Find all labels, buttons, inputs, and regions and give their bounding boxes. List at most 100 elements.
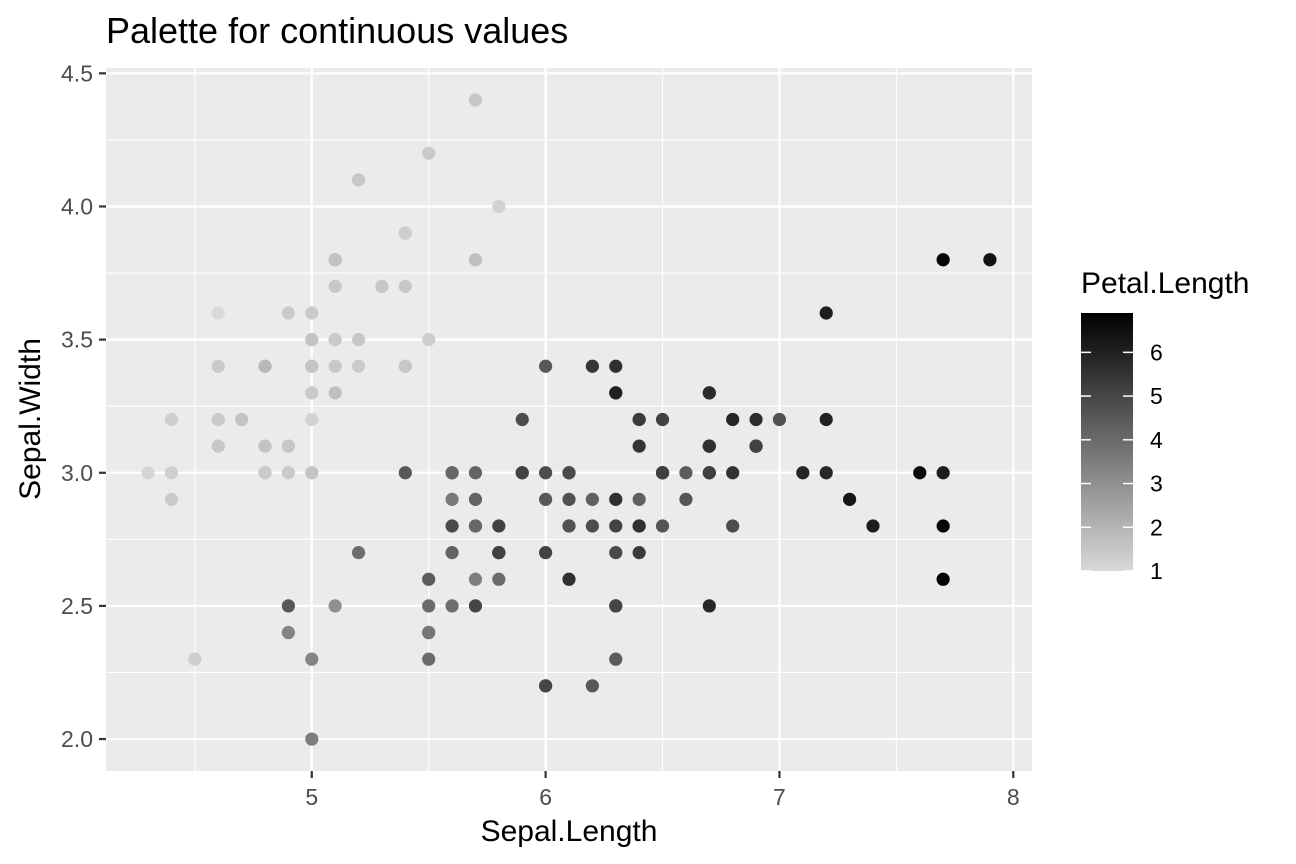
data-point: [515, 412, 529, 427]
data-point: [305, 359, 319, 373]
data-point: [211, 359, 225, 373]
data-point: [351, 546, 366, 560]
data-point: [305, 333, 319, 347]
legend-label: 2: [1150, 514, 1163, 540]
data-point: [468, 492, 483, 506]
data-point: [281, 466, 295, 480]
data-point: [235, 412, 249, 427]
data-point: [281, 599, 295, 613]
data-point: [328, 359, 342, 373]
data-point: [819, 412, 833, 427]
data-point: [398, 226, 412, 240]
data-point: [936, 253, 950, 267]
data-point: [585, 519, 599, 533]
y-tick-label: 3.0: [61, 460, 93, 486]
x-axis-title: Sepal.Length: [481, 815, 658, 848]
data-point: [539, 546, 553, 560]
data-point: [188, 652, 202, 666]
data-point: [983, 253, 997, 267]
data-point: [492, 519, 506, 533]
data-point: [843, 492, 857, 506]
data-point: [492, 546, 506, 560]
x-tick-label: 8: [1007, 784, 1020, 810]
data-point: [375, 279, 389, 293]
data-point: [609, 359, 623, 373]
data-point: [445, 519, 459, 533]
data-point: [328, 279, 342, 293]
data-point: [936, 572, 950, 586]
chart-title: Palette for continuous values: [106, 10, 568, 51]
data-point: [281, 625, 295, 640]
data-point: [749, 412, 763, 427]
y-tick-label: 4.5: [61, 60, 93, 86]
data-point: [726, 519, 740, 533]
data-point: [351, 173, 366, 187]
data-point: [585, 679, 599, 693]
legend-label: 3: [1150, 471, 1163, 497]
data-point: [328, 253, 342, 267]
data-point: [726, 466, 740, 480]
data-point: [609, 599, 623, 613]
data-point: [679, 466, 693, 480]
data-point: [655, 519, 670, 533]
data-point: [211, 306, 225, 320]
data-point: [796, 466, 810, 480]
data-point: [351, 359, 366, 373]
data-point: [655, 412, 670, 427]
data-point: [609, 546, 623, 560]
data-point: [562, 466, 576, 480]
data-point: [468, 599, 483, 613]
data-point: [422, 146, 436, 160]
data-point: [655, 466, 670, 480]
y-tick-label: 2.0: [61, 726, 93, 752]
data-point: [913, 466, 927, 480]
data-point: [609, 492, 623, 506]
data-point: [539, 466, 553, 480]
data-point: [422, 599, 436, 613]
data-point: [468, 572, 483, 586]
data-point: [164, 466, 179, 480]
data-point: [468, 519, 483, 533]
data-point: [398, 359, 412, 373]
data-point: [492, 199, 506, 214]
x-tick-label: 5: [305, 784, 318, 810]
legend-label: 4: [1150, 427, 1163, 453]
data-point: [632, 492, 646, 506]
data-point: [702, 599, 716, 613]
plot-panel: [106, 68, 1032, 771]
data-point: [468, 93, 483, 107]
data-point: [305, 652, 319, 666]
points-layer: [141, 93, 997, 746]
legend-label: 5: [1150, 383, 1163, 409]
legend-ticks: 1 2 3 4 5 6: [1081, 339, 1163, 584]
data-point: [585, 359, 599, 373]
data-point: [305, 732, 319, 746]
data-point: [305, 466, 319, 480]
data-point: [679, 492, 693, 506]
data-point: [328, 386, 342, 400]
y-tick-label: 3.5: [61, 327, 93, 353]
data-point: [398, 279, 412, 293]
data-point: [609, 386, 623, 400]
data-point: [539, 679, 553, 693]
legend-title: Petal.Length: [1081, 267, 1249, 300]
data-point: [281, 439, 295, 453]
data-point: [749, 439, 763, 453]
data-point: [445, 466, 459, 480]
data-point: [141, 466, 155, 480]
data-point: [702, 439, 716, 453]
data-point: [819, 466, 833, 480]
data-point: [258, 359, 272, 373]
data-point: [211, 439, 225, 453]
data-point: [305, 412, 319, 427]
data-point: [164, 492, 179, 506]
data-point: [492, 572, 506, 586]
data-point: [445, 492, 459, 506]
legend-label: 6: [1150, 339, 1163, 365]
data-point: [702, 386, 716, 400]
data-point: [726, 412, 740, 427]
x-tick-label: 6: [539, 784, 552, 810]
data-point: [562, 519, 576, 533]
data-point: [258, 466, 272, 480]
